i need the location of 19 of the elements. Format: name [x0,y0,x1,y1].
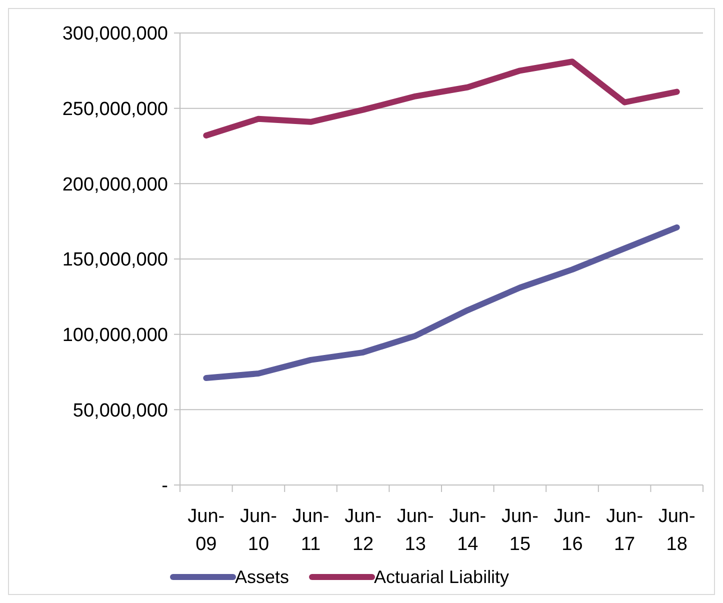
x-tick-label: Jun-16 [554,506,591,555]
y-tick-label: 100,000,000 [62,324,168,346]
legend-label: Assets [235,567,290,587]
y-tick-label: 150,000,000 [62,250,168,271]
x-tick-label: Jun-13 [396,506,434,555]
x-tick-label: Jun-10 [240,506,277,555]
x-tick-label: Jun-14 [449,506,486,555]
y-tick-label: 300,000,000 [62,24,168,45]
x-tick-label: Jun-18 [658,506,696,555]
x-tick-label: Jun-12 [344,506,382,555]
y-tick-label: 50,000,000 [72,400,168,422]
y-tick-label: 200,000,000 [62,174,168,196]
x-tick-label: Jun-11 [292,506,330,555]
y-tick-label: - [162,476,168,497]
y-tick-label: 250,000,000 [62,98,168,120]
x-tick-label: Jun-09 [188,506,225,555]
x-tick-label: Jun-15 [501,506,538,555]
legend-label: Actuarial Liability [374,567,510,587]
x-tick-label: Jun-17 [606,506,644,555]
